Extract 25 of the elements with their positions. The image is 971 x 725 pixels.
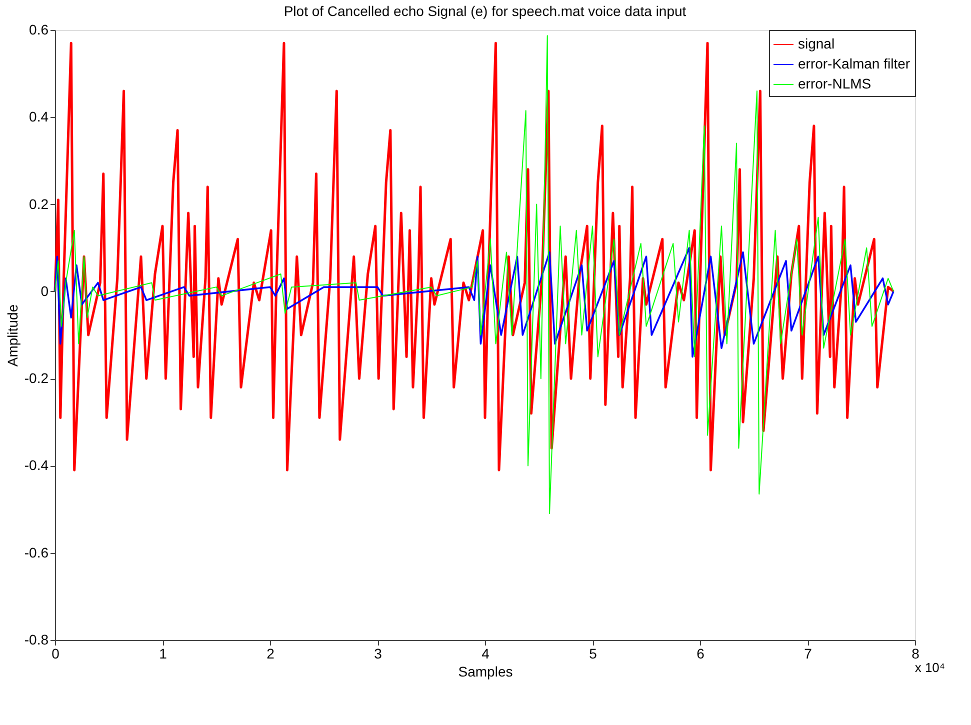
- legend-label: signal: [798, 36, 835, 52]
- x-axis-title: Samples: [458, 664, 513, 680]
- y-tick-label: 0.2: [29, 196, 49, 212]
- y-tick-label: -0.6: [24, 544, 49, 560]
- y-tick-label: -0.2: [24, 370, 49, 386]
- x-tick-label: 4: [482, 646, 490, 662]
- x-tick-label: 7: [804, 646, 812, 662]
- y-tick-label: 0: [40, 282, 49, 299]
- legend-label: error-NLMS: [798, 76, 872, 92]
- y-tick-label: -0.4: [24, 457, 49, 474]
- text: x 10⁴: [914, 660, 945, 675]
- legend-label: error-Kalman filter: [798, 56, 910, 72]
- x-tick-label: 1: [159, 646, 168, 662]
- x-tick-label: 5: [589, 646, 598, 662]
- x-tick-label: 8: [912, 646, 920, 662]
- y-axis-title: Amplitude: [4, 304, 20, 367]
- x-tick-label: 2: [266, 646, 275, 662]
- y-tick-label: 0.6: [29, 22, 49, 38]
- y-tick-label: -0.8: [24, 632, 49, 648]
- line-series: [54, 246, 894, 358]
- chart-title: Plot of Cancelled echo Signal (e) for speech.mat voice data input: [284, 3, 686, 19]
- x-tick-label: 3: [374, 646, 382, 662]
- x-tick-label: 6: [696, 646, 705, 662]
- y-tick-label: 0.4: [29, 108, 49, 125]
- x-tick-label: 0: [52, 646, 60, 662]
